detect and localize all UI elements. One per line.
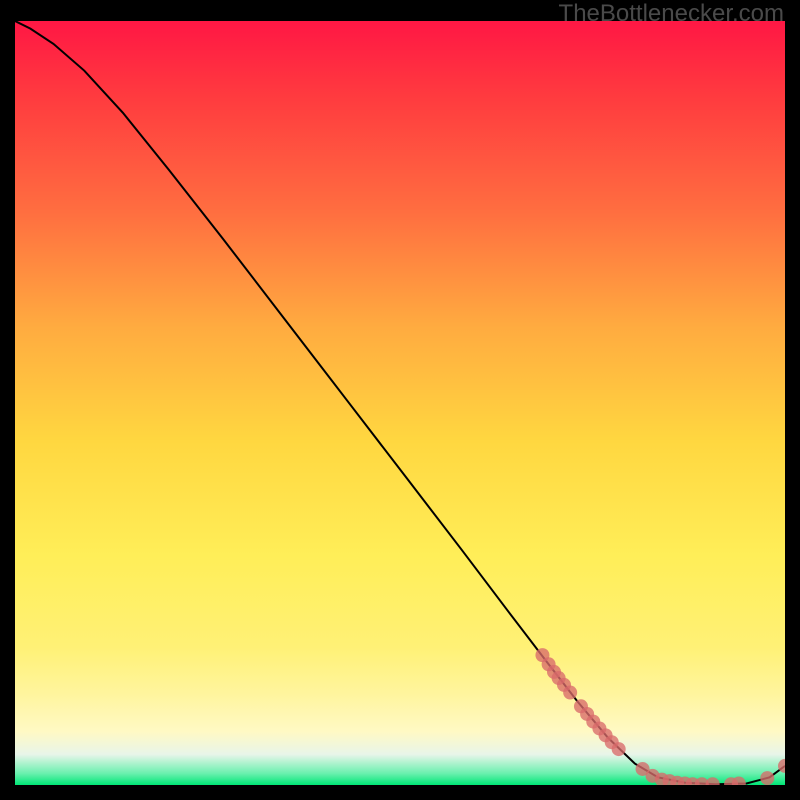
data-point <box>612 742 626 756</box>
watermark: TheBottlenecker.com <box>559 0 784 28</box>
data-point <box>760 771 774 785</box>
bottleneck-chart-svg <box>15 21 785 785</box>
data-point <box>563 686 577 700</box>
chart-background <box>15 21 785 785</box>
chart-container <box>15 21 785 785</box>
